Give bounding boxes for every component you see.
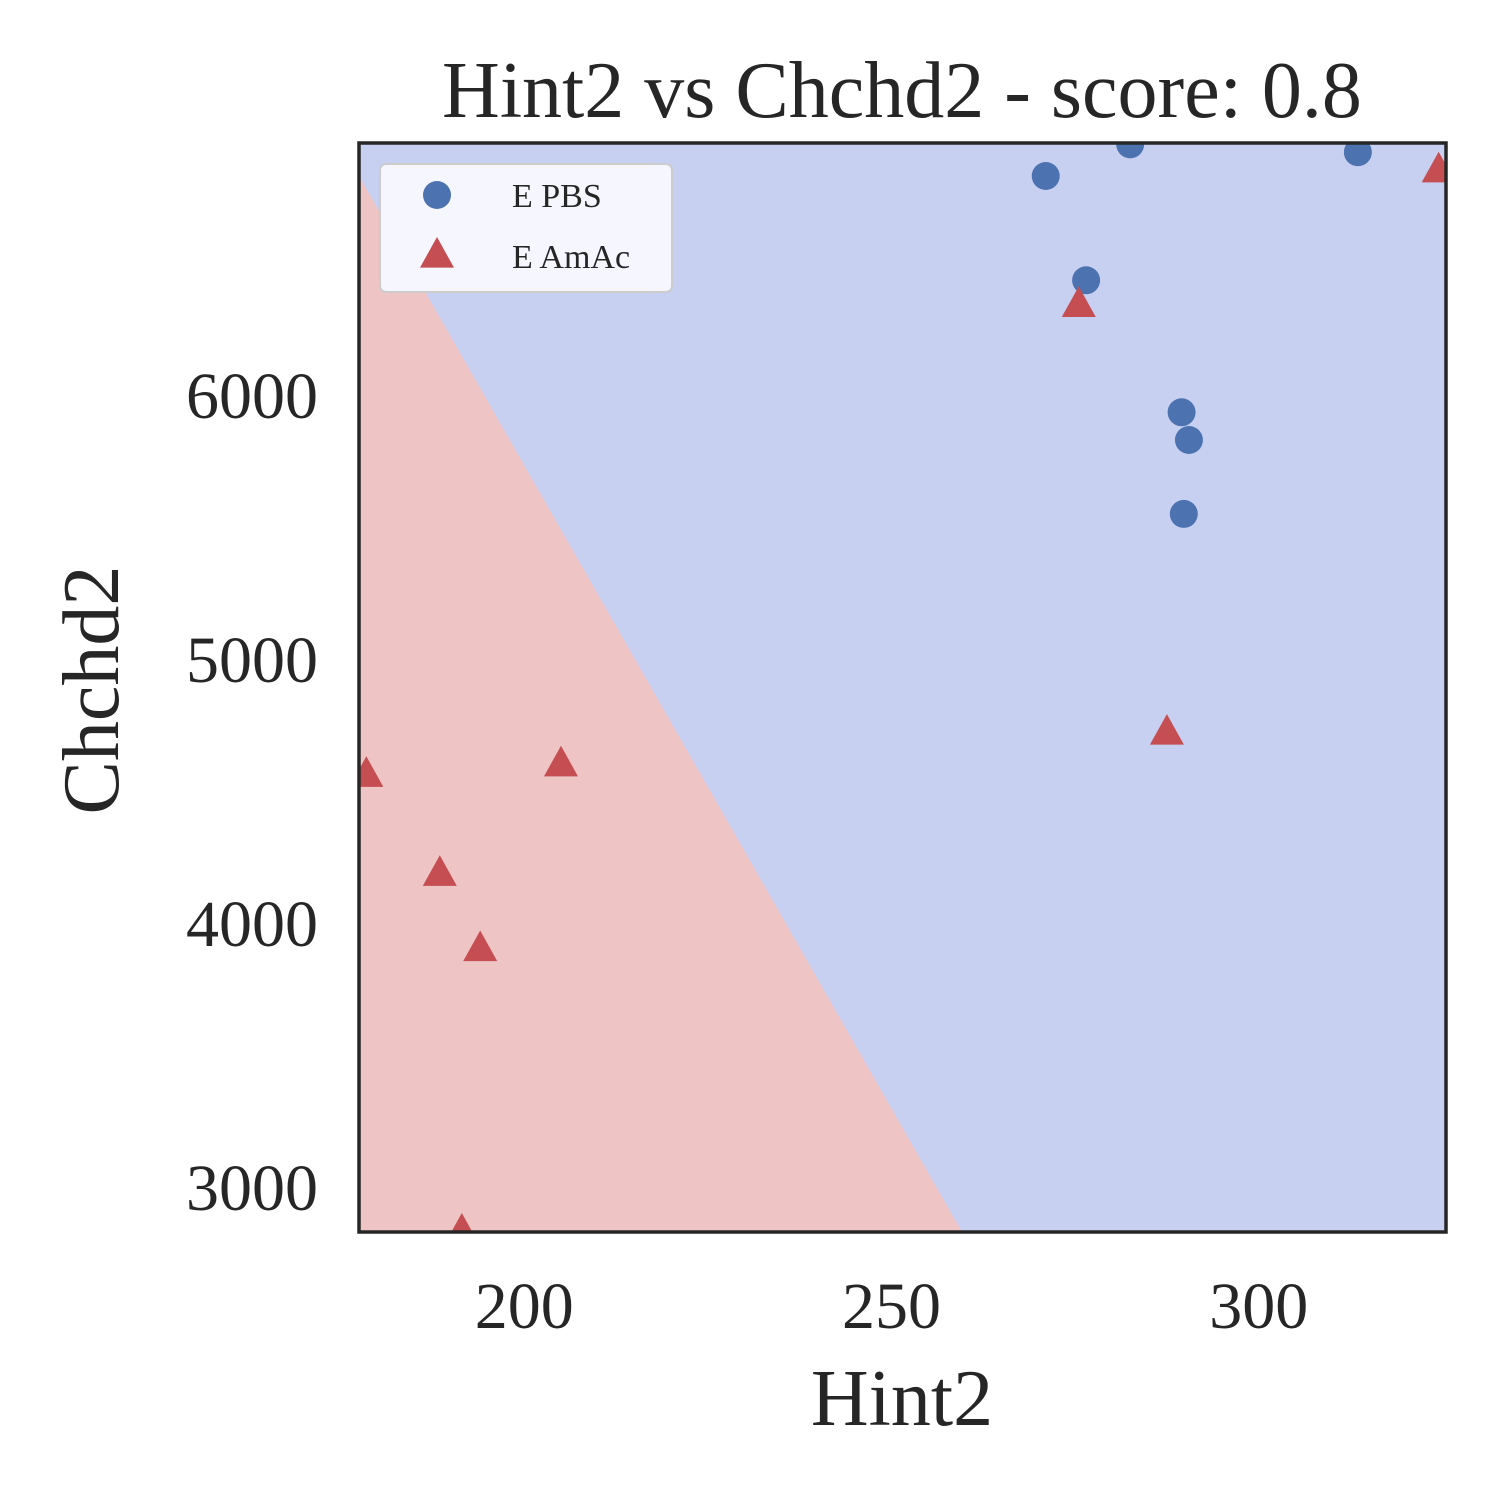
- y-tick-label-3000: 3000: [186, 1152, 318, 1225]
- chart-title: Hint2 vs Chchd2 - score: 0.8: [442, 47, 1362, 135]
- data-point-e-amac-0: [359, 756, 384, 787]
- x-tick-label-300: 300: [1209, 1270, 1308, 1343]
- y-tick-label-5000: 5000: [186, 624, 318, 697]
- data-point-e-amac-2: [422, 855, 457, 886]
- x-tick-label-200: 200: [475, 1270, 574, 1343]
- data-point-e-amac-3: [463, 930, 498, 962]
- x-axis-label: Hint2: [811, 1355, 993, 1443]
- plot-frame: [357, 141, 1448, 1234]
- data-point-e-pbs-1: [1116, 143, 1145, 159]
- legend-marker-e-amac: [420, 237, 454, 268]
- data-point-e-amac-4: [451, 1213, 473, 1232]
- data-point-e-amac-7: [1421, 151, 1446, 183]
- data-point-e-pbs-6: [1169, 499, 1198, 528]
- data-point-e-pbs-3: [1343, 143, 1372, 167]
- legend-box: [379, 163, 673, 293]
- y-tick-label-6000: 6000: [186, 360, 318, 433]
- data-point-e-pbs-5: [1174, 426, 1203, 454]
- data-point-e-amac-1: [543, 745, 578, 777]
- y-axis-label: Chchd2: [48, 566, 136, 815]
- y-tick-label-4000: 4000: [186, 888, 318, 961]
- data-point-e-amac-6: [1149, 714, 1184, 745]
- region-lower-left: [359, 176, 962, 1232]
- data-point-e-pbs-0: [1031, 162, 1060, 190]
- legend-label-e-pbs: E PBS: [512, 178, 602, 215]
- legend: E PBS E AmAc: [379, 163, 673, 293]
- data-point-e-pbs-4: [1167, 398, 1196, 427]
- legend-marker-e-pbs: [423, 181, 451, 209]
- legend-label-e-amac: E AmAc: [512, 239, 630, 276]
- x-tick-label-250: 250: [842, 1270, 941, 1343]
- data-point-e-pbs-2: [1072, 266, 1101, 295]
- plot-area: [359, 143, 1446, 1232]
- data-point-e-amac-5: [1061, 286, 1096, 317]
